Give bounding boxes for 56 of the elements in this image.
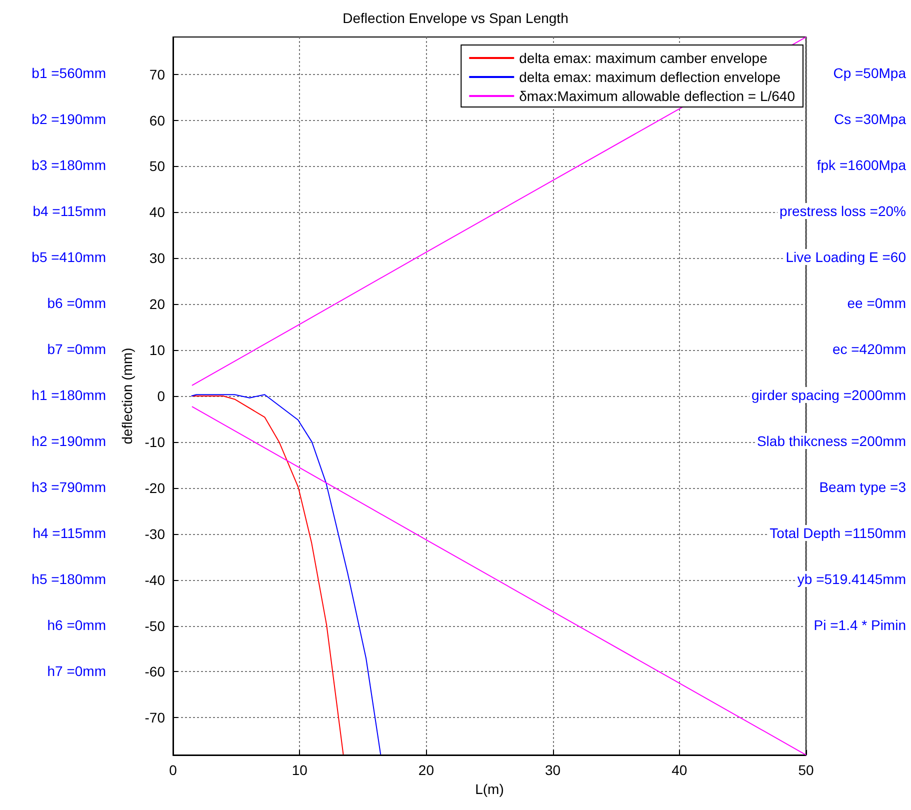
- text: h1 =180mm: [32, 387, 106, 403]
- text: ec =420mm: [832, 341, 906, 357]
- text: Cp =50Mpa: [833, 65, 906, 81]
- text: fpk =1600Mpa: [816, 157, 906, 173]
- y-tick-label: -40: [144, 572, 166, 588]
- line-series: [190, 394, 382, 755]
- x-tick-label: 30: [545, 762, 561, 778]
- text: Cs =30Mpa: [834, 111, 906, 127]
- x-tick-label: 0: [169, 762, 178, 778]
- y-tick-label: -70: [144, 710, 166, 726]
- x-tick-label: 20: [418, 762, 434, 778]
- text: h6 =0mm: [47, 617, 106, 633]
- y-tick-label: 40: [149, 204, 166, 220]
- legend-label: delta emax: maximum camber envelope: [519, 50, 768, 66]
- text: Beam type =3: [819, 479, 906, 495]
- text: b4 =115mm: [32, 203, 106, 219]
- text: b7 =0mm: [47, 341, 106, 357]
- x-tick-label: 10: [292, 762, 308, 778]
- text: b2 =190mm: [32, 111, 106, 127]
- y-tick-label: -60: [144, 664, 166, 680]
- text: Pi =1.4 * Pimin: [814, 617, 906, 633]
- y-tick-label: 70: [149, 66, 166, 82]
- y-tick-label: -20: [144, 480, 166, 496]
- text: h3 =790mm: [32, 479, 106, 495]
- y-axis-title: deflection (mm): [118, 348, 135, 444]
- y-tick-label: 0: [157, 388, 166, 404]
- y-tick-label: 50: [149, 158, 166, 174]
- text: h4 =115mm: [32, 525, 106, 541]
- text: ee =0mm: [847, 295, 906, 311]
- text: b6 =0mm: [47, 295, 106, 311]
- text: h5 =180mm: [32, 571, 106, 587]
- legend-label: delta emax: maximum deflection envelope: [519, 69, 781, 85]
- y-tick-label: -30: [144, 526, 166, 542]
- annotation: yb =519.4145mm: [797, 571, 906, 587]
- chart-title: Deflection Envelope vs Span Length: [342, 10, 568, 26]
- annotation: girder spacing =2000mm: [752, 387, 906, 403]
- y-tick-label: 30: [149, 250, 166, 266]
- y-tick-label: -50: [144, 618, 166, 634]
- legend-label: δmax:Maximum allowable deflection = L/640: [519, 88, 796, 104]
- text: b1 =560mm: [32, 65, 106, 81]
- x-axis-title: L(m): [475, 780, 504, 797]
- y-tick-label: -10: [144, 434, 166, 450]
- annotation: prestress loss =20%: [780, 203, 906, 219]
- line-series: [190, 396, 344, 755]
- annotation: Slab thikcness =200mm: [756, 433, 906, 449]
- x-tick-label: 50: [798, 762, 814, 778]
- annotation: Live Loading E =60: [786, 249, 906, 265]
- text: b5 =410mm: [32, 249, 106, 265]
- y-tick-label: 10: [149, 342, 166, 358]
- x-tick-label: 40: [672, 762, 688, 778]
- text: b3 =180mm: [32, 157, 106, 173]
- y-tick-label: 60: [149, 112, 166, 128]
- y-tick-label: 20: [149, 296, 166, 312]
- text: h7 =0mm: [47, 663, 106, 679]
- text: h2 =190mm: [32, 433, 106, 449]
- annotation: Total Depth =1150mm: [770, 525, 906, 541]
